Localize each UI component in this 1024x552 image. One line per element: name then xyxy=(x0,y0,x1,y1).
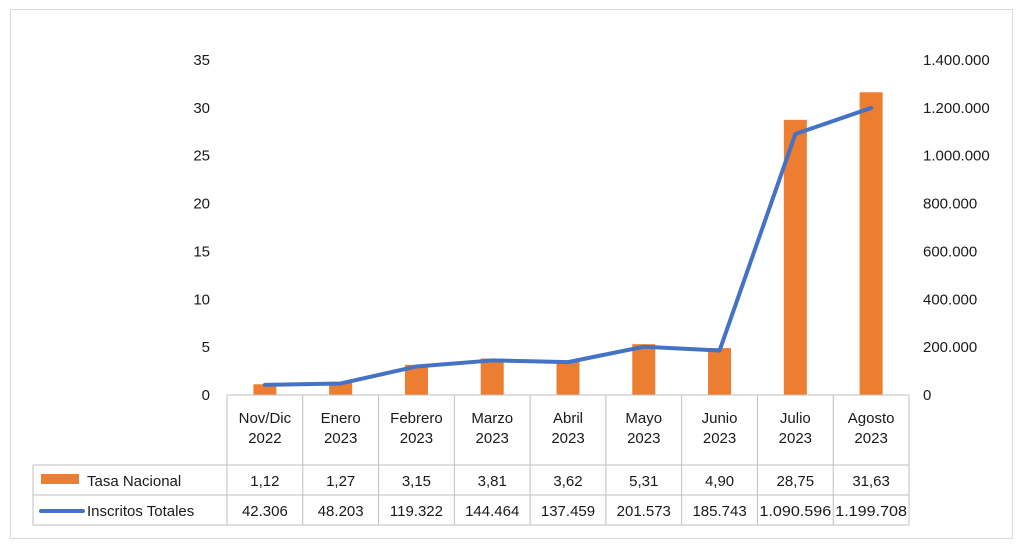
bar-tasa-nacional xyxy=(632,344,656,395)
legend-label-inscritos-totales: Inscritos Totales xyxy=(87,503,194,520)
line-inscritos-totales xyxy=(262,105,874,387)
y-right-tick-label: 1.400.000 xyxy=(923,52,990,69)
category-label: Mayo xyxy=(625,410,662,427)
table-cell-tasa-nacional: 31,63 xyxy=(852,473,890,490)
table-cell-inscritos-totales: 42.306 xyxy=(242,503,288,520)
y-left-tick-label: 15 xyxy=(193,243,210,260)
category-label: Junio xyxy=(702,410,738,427)
y-left-tick-label: 0 xyxy=(202,387,210,404)
category-label: 2023 xyxy=(779,430,812,447)
point-inscritos-totales xyxy=(718,349,722,353)
y-right-tick-label: 800.000 xyxy=(923,196,977,213)
combo-chart: 0 5 10 15 20 25 30 35 0 200.000 400.000 600.000 800.… xyxy=(32,52,990,526)
chart-frame: 0 5 10 15 20 25 30 35 0 200.000 400.000 600.000 800.… xyxy=(10,9,1013,539)
bar-tasa-nacional xyxy=(859,92,883,396)
point-inscritos-totales xyxy=(793,132,797,136)
category-label: Julio xyxy=(780,410,811,427)
bar-tasa-nacional xyxy=(404,364,428,395)
point-inscritos-totales xyxy=(490,358,494,362)
point-inscritos-totales xyxy=(869,106,873,110)
legend-label-tasa-nacional: Tasa Nacional xyxy=(87,473,181,490)
category-label: Nov/Dic xyxy=(239,410,292,427)
y-left-tick-label: 20 xyxy=(193,196,210,213)
table-cell-inscritos-totales: 48.203 xyxy=(318,503,364,520)
table-cell-tasa-nacional: 3,81 xyxy=(478,473,507,490)
point-inscritos-totales xyxy=(566,360,570,364)
bar-tasa-nacional xyxy=(329,382,353,395)
table-cell-tasa-nacional: 5,31 xyxy=(629,473,658,490)
legend-key-tasa-nacional xyxy=(41,474,79,484)
table-cell-inscritos-totales: 201.573 xyxy=(617,503,671,520)
y-right-tick-label: 0 xyxy=(923,387,931,404)
category-label: 2023 xyxy=(703,430,736,447)
category-label: 2023 xyxy=(551,430,584,447)
y-left-tick-label: 5 xyxy=(202,339,210,356)
y-right-tick-label: 400.000 xyxy=(923,291,977,308)
table-cell-tasa-nacional: 4,90 xyxy=(705,473,734,490)
category-label: Abril xyxy=(553,410,583,427)
category-label: 2023 xyxy=(627,430,660,447)
point-inscritos-totales xyxy=(263,383,267,387)
y-right-tick-label: 200.000 xyxy=(923,339,977,356)
bar-tasa-nacional xyxy=(708,348,732,395)
table-cell-tasa-nacional: 3,62 xyxy=(553,473,582,490)
y-left-tick-label: 35 xyxy=(193,52,210,69)
y-left-tick-label: 10 xyxy=(193,291,210,308)
point-inscritos-totales xyxy=(339,381,343,385)
point-inscritos-totales xyxy=(414,364,418,368)
table-cell-tasa-nacional: 1,27 xyxy=(326,473,355,490)
category-label: Enero xyxy=(321,410,361,427)
category-label: Febrero xyxy=(390,410,443,427)
bar-tasa-nacional xyxy=(253,384,277,395)
point-inscritos-totales xyxy=(642,345,646,349)
category-label: 2023 xyxy=(854,430,887,447)
y-right-tick-label: 1.000.000 xyxy=(923,148,990,165)
table-cell-inscritos-totales: 1.090.596 xyxy=(759,503,831,520)
table-cell-tasa-nacional: 3,15 xyxy=(402,473,431,490)
y-left-tick-label: 30 xyxy=(193,100,210,117)
bar-tasa-nacional xyxy=(556,360,580,395)
table-cell-inscritos-totales: 119.322 xyxy=(390,503,443,520)
y-right-tick-label: 600.000 xyxy=(923,243,977,260)
category-label: 2023 xyxy=(324,430,357,447)
category-label: 2023 xyxy=(400,430,433,447)
table-cell-tasa-nacional: 1,12 xyxy=(250,473,279,490)
table-cell-inscritos-totales: 137.459 xyxy=(541,503,595,520)
category-label: 2022 xyxy=(248,430,281,447)
bar-tasa-nacional xyxy=(480,358,504,395)
y-right-tick-label: 1.200.000 xyxy=(923,100,990,117)
bar-tasa-nacional xyxy=(783,119,807,396)
y-left-tick-label: 25 xyxy=(193,148,210,165)
table-cell-inscritos-totales: 144.464 xyxy=(465,503,519,520)
category-label: Marzo xyxy=(471,410,513,427)
table-cell-inscritos-totales: 185.743 xyxy=(692,503,746,520)
table-cell-inscritos-totales: 1.199.708 xyxy=(835,503,907,520)
table-cell-tasa-nacional: 28,75 xyxy=(777,473,815,490)
category-label: Agosto xyxy=(848,410,895,427)
category-label: 2023 xyxy=(476,430,509,447)
